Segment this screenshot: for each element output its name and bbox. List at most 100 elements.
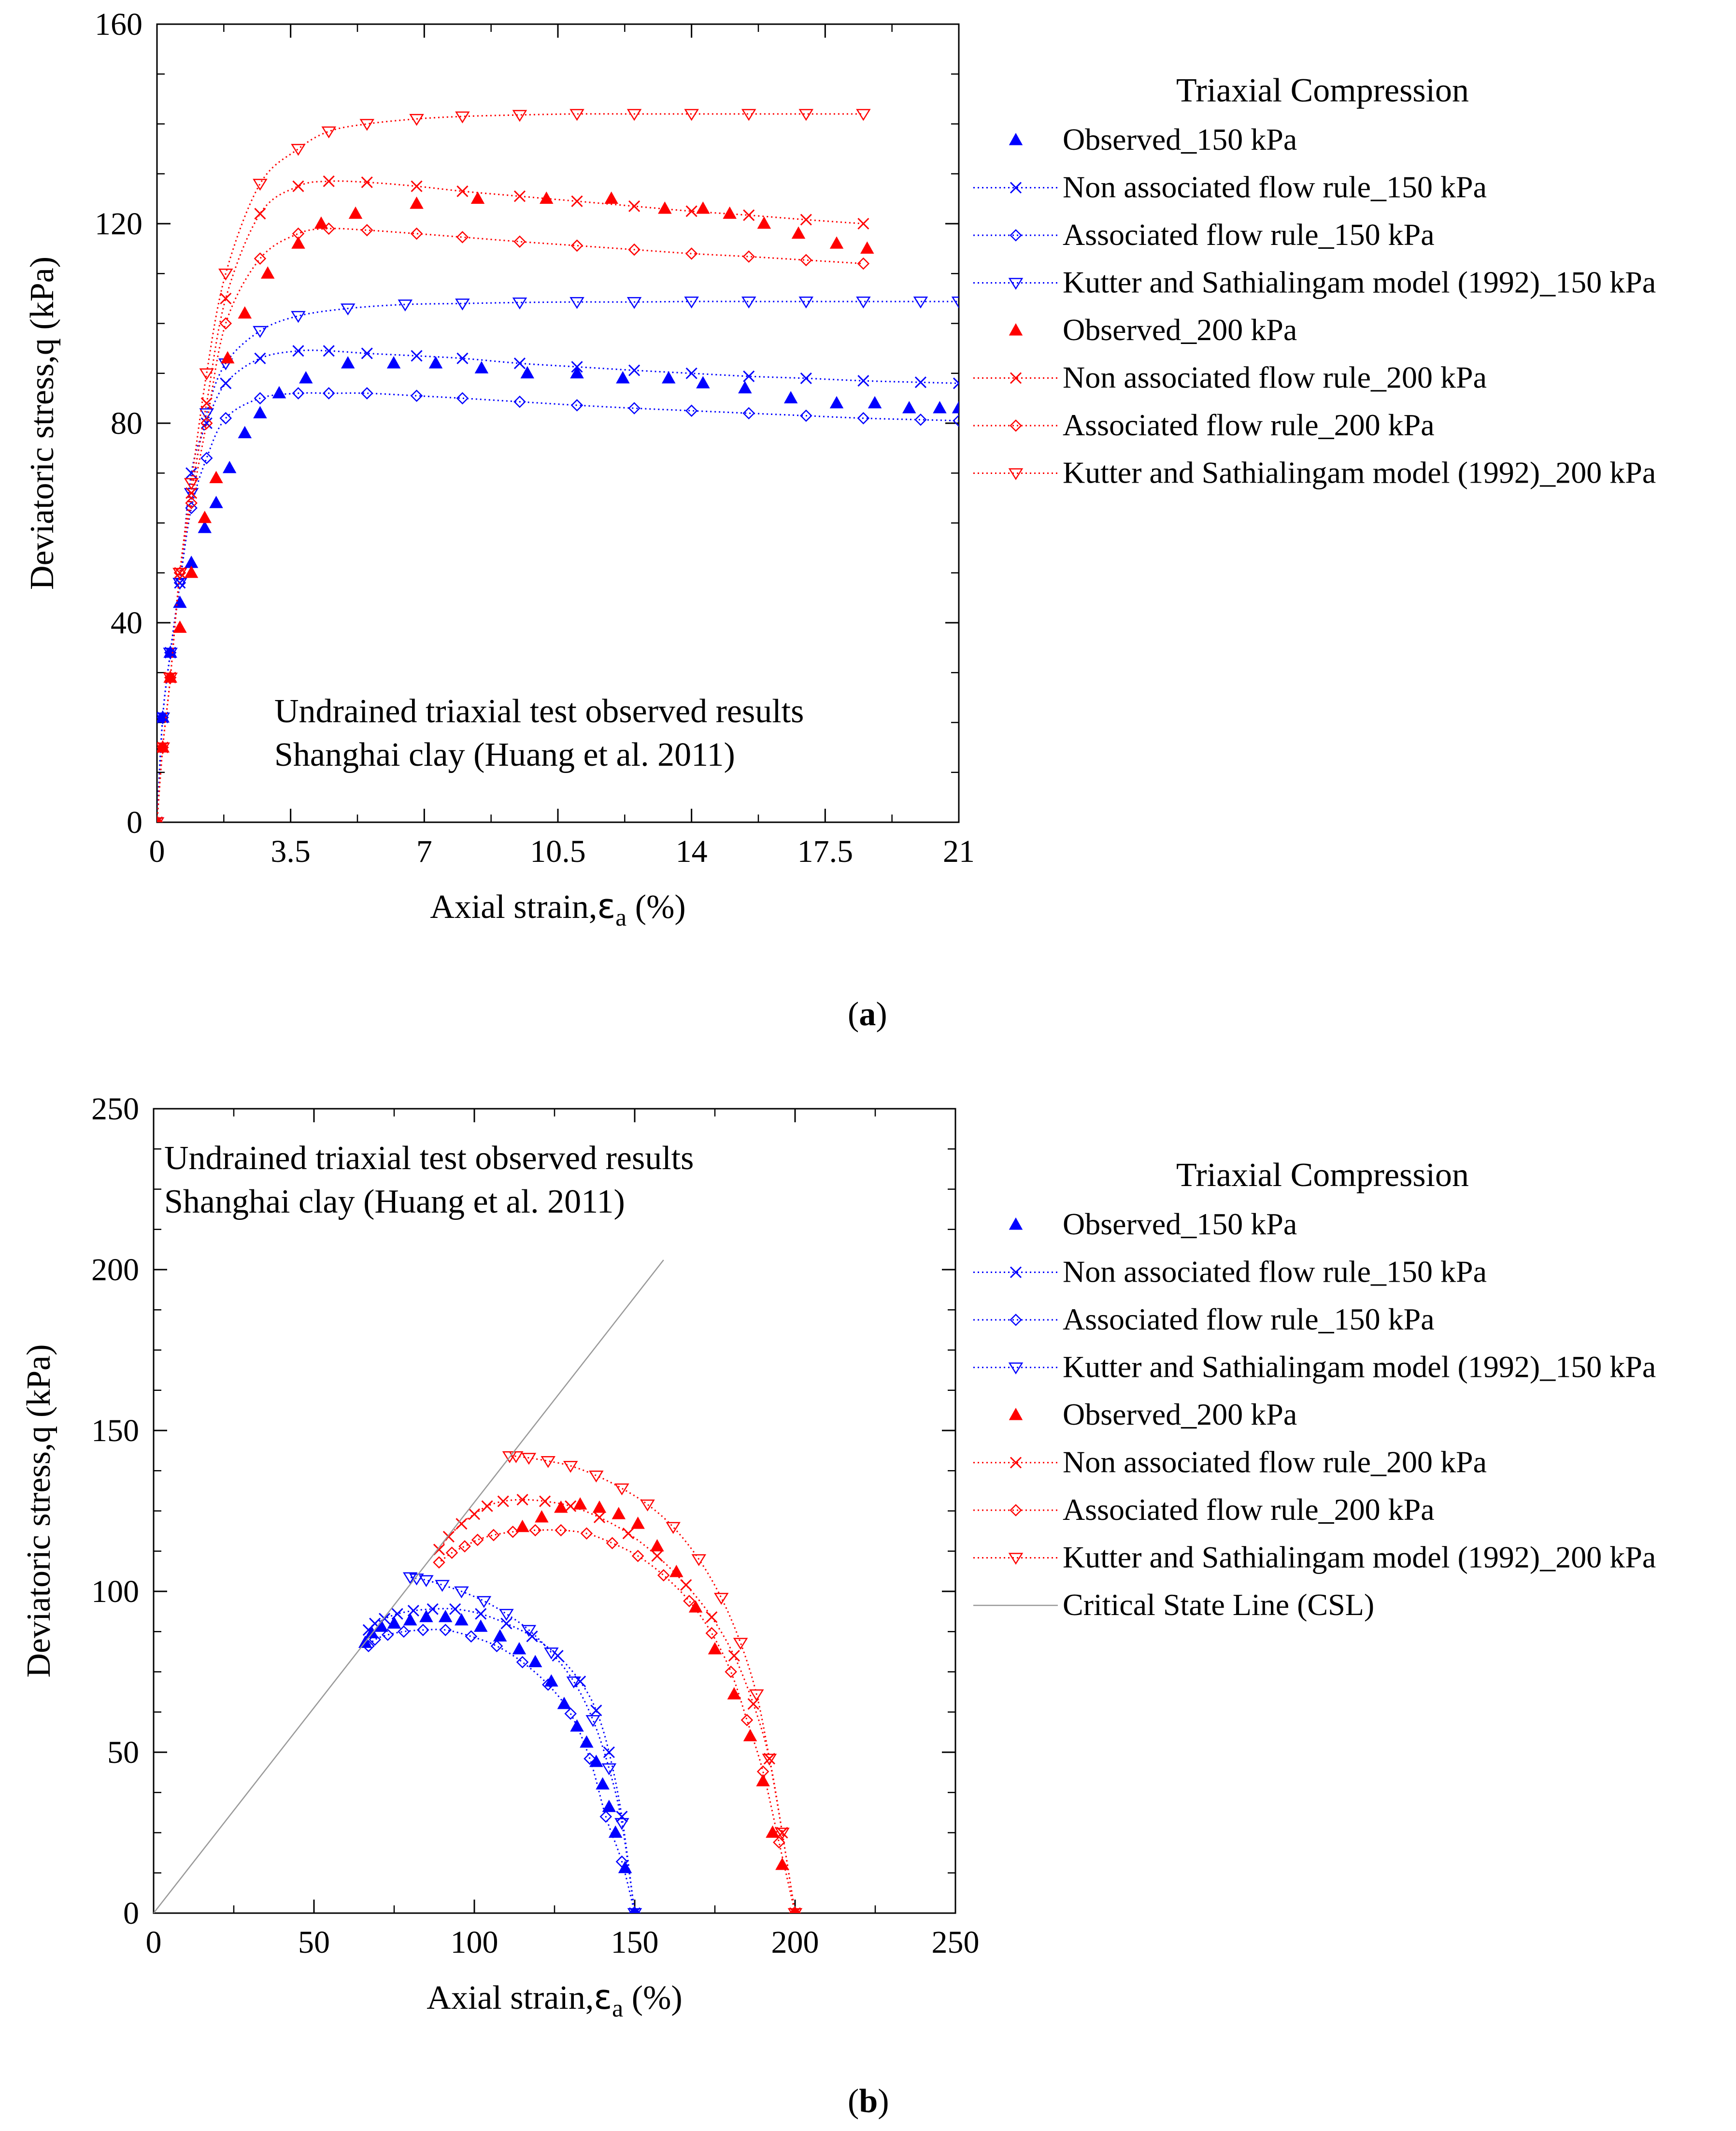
line-associated-flow-rule-200-kpa bbox=[157, 228, 864, 822]
point-non-associated-flow-rule-200-kpa bbox=[800, 214, 812, 226]
point-kutter-and-sathialingam-model-1992-200-kpa bbox=[172, 568, 187, 580]
point-observed-150-kpa bbox=[618, 1860, 632, 1874]
point-kutter-and-sathialingam-model-1992-200-kpa bbox=[691, 1554, 707, 1566]
legend-item-kutter-and-sathialingam-model-1992-150-kpa: Kutter and Sathialingam model (1992)_150… bbox=[973, 265, 1656, 300]
point-observed-150-kpa bbox=[455, 1613, 469, 1626]
point-kutter-and-sathialingam-model-1992-150-kpa bbox=[601, 1763, 617, 1775]
point-observed-200-kpa bbox=[535, 1510, 549, 1523]
point-non-associated-flow-rule-200-kpa bbox=[513, 190, 526, 202]
annotation-line: Shanghai clay (Huang et al. 2011) bbox=[164, 1183, 625, 1220]
point-observed-150-kpa bbox=[438, 1610, 453, 1622]
legend-label: Observed_150 kPa bbox=[1063, 122, 1297, 157]
point-non-associated-flow-rule-150-kpa bbox=[743, 370, 755, 383]
point-observed-150-kpa bbox=[272, 386, 286, 399]
point-associated-flow-rule-200-kpa bbox=[705, 1627, 718, 1640]
point-observed-200-kpa bbox=[554, 1500, 568, 1513]
point-associated-flow-rule-200-kpa bbox=[742, 250, 755, 263]
point-non-associated-flow-rule-150-kpa bbox=[685, 367, 697, 379]
caption-b: (b) bbox=[848, 2083, 889, 2120]
legend-item-observed-150-kpa: Observed_150 kPa bbox=[1009, 1207, 1297, 1241]
legend-marker bbox=[1010, 372, 1022, 384]
x-tick-label: 250 bbox=[932, 1925, 980, 1960]
plot-frame-b bbox=[153, 1108, 956, 1914]
legend-label: Observed_200 kPa bbox=[1063, 1397, 1297, 1431]
point-non-associated-flow-rule-150-kpa bbox=[456, 352, 469, 364]
legend-label: Non associated flow rule_150 kPa bbox=[1063, 170, 1487, 204]
point-kutter-and-sathialingam-model-1992-200-kpa bbox=[569, 109, 584, 121]
point-associated-flow-rule-200-kpa bbox=[800, 254, 812, 267]
panel-b: 0 50 100 150 200 250 0 50 100 150 200 250 Axial stra… bbox=[20, 1091, 1656, 2022]
point-kutter-and-sathialingam-model-1992-200-kpa bbox=[512, 110, 527, 122]
point-observed-150-kpa bbox=[374, 1619, 388, 1632]
legend-item-observed-200-kpa: Observed_200 kPa bbox=[1009, 1397, 1297, 1431]
x-tick-label: 14 bbox=[676, 834, 708, 869]
point-kutter-and-sathialingam-model-1992-200-kpa bbox=[666, 1522, 681, 1534]
point-observed-150-kpa bbox=[661, 371, 676, 384]
point-kutter-and-sathialingam-model-1992-200-kpa bbox=[455, 111, 470, 124]
legend-item-kutter-and-sathialingam-model-1992-150-kpa: Kutter and Sathialingam model (1992)_150… bbox=[973, 1350, 1656, 1384]
point-associated-flow-rule-200-kpa bbox=[185, 497, 198, 509]
point-observed-200-kpa bbox=[727, 1687, 741, 1700]
point-kutter-and-sathialingam-model-1992-150-kpa bbox=[626, 297, 642, 309]
point-observed-150-kpa bbox=[520, 366, 535, 379]
point-associated-flow-rule-200-kpa bbox=[157, 816, 163, 822]
point-non-associated-flow-rule-150-kpa bbox=[500, 1617, 512, 1630]
legend-label: Kutter and Sathialingam model (1992)_200… bbox=[1063, 1540, 1656, 1574]
y-tick-label: 150 bbox=[91, 1413, 139, 1448]
point-non-associated-flow-rule-150-kpa bbox=[513, 358, 526, 370]
point-associated-flow-rule-150-kpa bbox=[410, 389, 423, 402]
annotation-line: Undrained triaxial test observed results bbox=[164, 1140, 694, 1177]
point-observed-200-kpa bbox=[743, 1729, 757, 1742]
point-observed-200-kpa bbox=[592, 1500, 607, 1513]
line-kutter-and-sathialingam-model-1992-150-kpa bbox=[157, 300, 959, 822]
legend-marker bbox=[1010, 182, 1022, 194]
point-observed-150-kpa bbox=[952, 401, 959, 414]
point-observed-200-kpa bbox=[209, 471, 223, 484]
legend-label: Kutter and Sathialingam model (1992)_150… bbox=[1063, 265, 1656, 300]
point-observed-200-kpa bbox=[198, 511, 212, 523]
point-kutter-and-sathialingam-model-1992-200-kpa bbox=[749, 1689, 764, 1702]
point-non-associated-flow-rule-200-kpa bbox=[516, 1494, 528, 1506]
line-associated-flow-rule-150-kpa bbox=[368, 1629, 636, 1913]
point-kutter-and-sathialingam-model-1992-200-kpa bbox=[589, 1470, 604, 1483]
point-observed-200-kpa bbox=[470, 191, 485, 204]
point-non-associated-flow-rule-150-kpa bbox=[427, 1603, 439, 1615]
point-observed-150-kpa bbox=[696, 376, 710, 388]
point-observed-200-kpa bbox=[612, 1507, 626, 1519]
point-non-associated-flow-rule-150-kpa bbox=[590, 1704, 602, 1716]
point-observed-150-kpa bbox=[783, 391, 798, 403]
point-non-associated-flow-rule-200-kpa bbox=[174, 567, 186, 579]
legend-marker bbox=[1008, 1362, 1024, 1374]
point-observed-150-kpa bbox=[512, 1642, 526, 1655]
point-observed-200-kpa bbox=[829, 236, 844, 249]
point-observed-200-kpa bbox=[723, 206, 737, 219]
point-kutter-and-sathialingam-model-1992-200-kpa bbox=[640, 1499, 655, 1512]
line-kutter-and-sathialingam-model-1992-150-kpa bbox=[410, 1576, 636, 1913]
point-observed-200-kpa bbox=[260, 266, 275, 279]
legend-item-non-associated-flow-rule-150-kpa: Non associated flow rule_150 kPa bbox=[973, 1255, 1487, 1289]
point-associated-flow-rule-200-kpa bbox=[857, 257, 870, 270]
point-observed-150-kpa bbox=[238, 426, 252, 439]
point-kutter-and-sathialingam-model-1992-150-kpa bbox=[856, 296, 871, 309]
point-kutter-and-sathialingam-model-1992-200-kpa bbox=[684, 109, 699, 121]
point-non-associated-flow-rule-200-kpa bbox=[433, 1544, 445, 1556]
y-tick-label: 40 bbox=[111, 605, 142, 641]
point-non-associated-flow-rule-200-kpa bbox=[622, 1528, 634, 1540]
legend-item-observed-200-kpa: Observed_200 kPa bbox=[1009, 313, 1297, 347]
point-associated-flow-rule-150-kpa bbox=[439, 1624, 452, 1636]
y-tick-label: 200 bbox=[91, 1252, 139, 1287]
point-observed-200-kpa bbox=[775, 1858, 789, 1870]
point-associated-flow-rule-200-kpa bbox=[200, 417, 213, 429]
point-kutter-and-sathialingam-model-1992-150-kpa bbox=[340, 303, 356, 315]
legend-marker bbox=[1010, 1266, 1022, 1278]
point-non-associated-flow-rule-200-kpa bbox=[706, 1611, 718, 1623]
point-observed-200-kpa bbox=[604, 191, 618, 204]
point-kutter-and-sathialingam-model-1992-200-kpa bbox=[762, 1754, 777, 1766]
point-kutter-and-sathialingam-model-1992-150-kpa bbox=[585, 1715, 600, 1727]
point-associated-flow-rule-200-kpa bbox=[322, 222, 335, 235]
point-associated-flow-rule-150-kpa bbox=[570, 399, 583, 412]
point-associated-flow-rule-200-kpa bbox=[529, 1524, 541, 1537]
point-observed-150-kpa bbox=[428, 356, 443, 369]
y-tick-label: 120 bbox=[95, 206, 142, 242]
legend-marker bbox=[1009, 323, 1023, 336]
